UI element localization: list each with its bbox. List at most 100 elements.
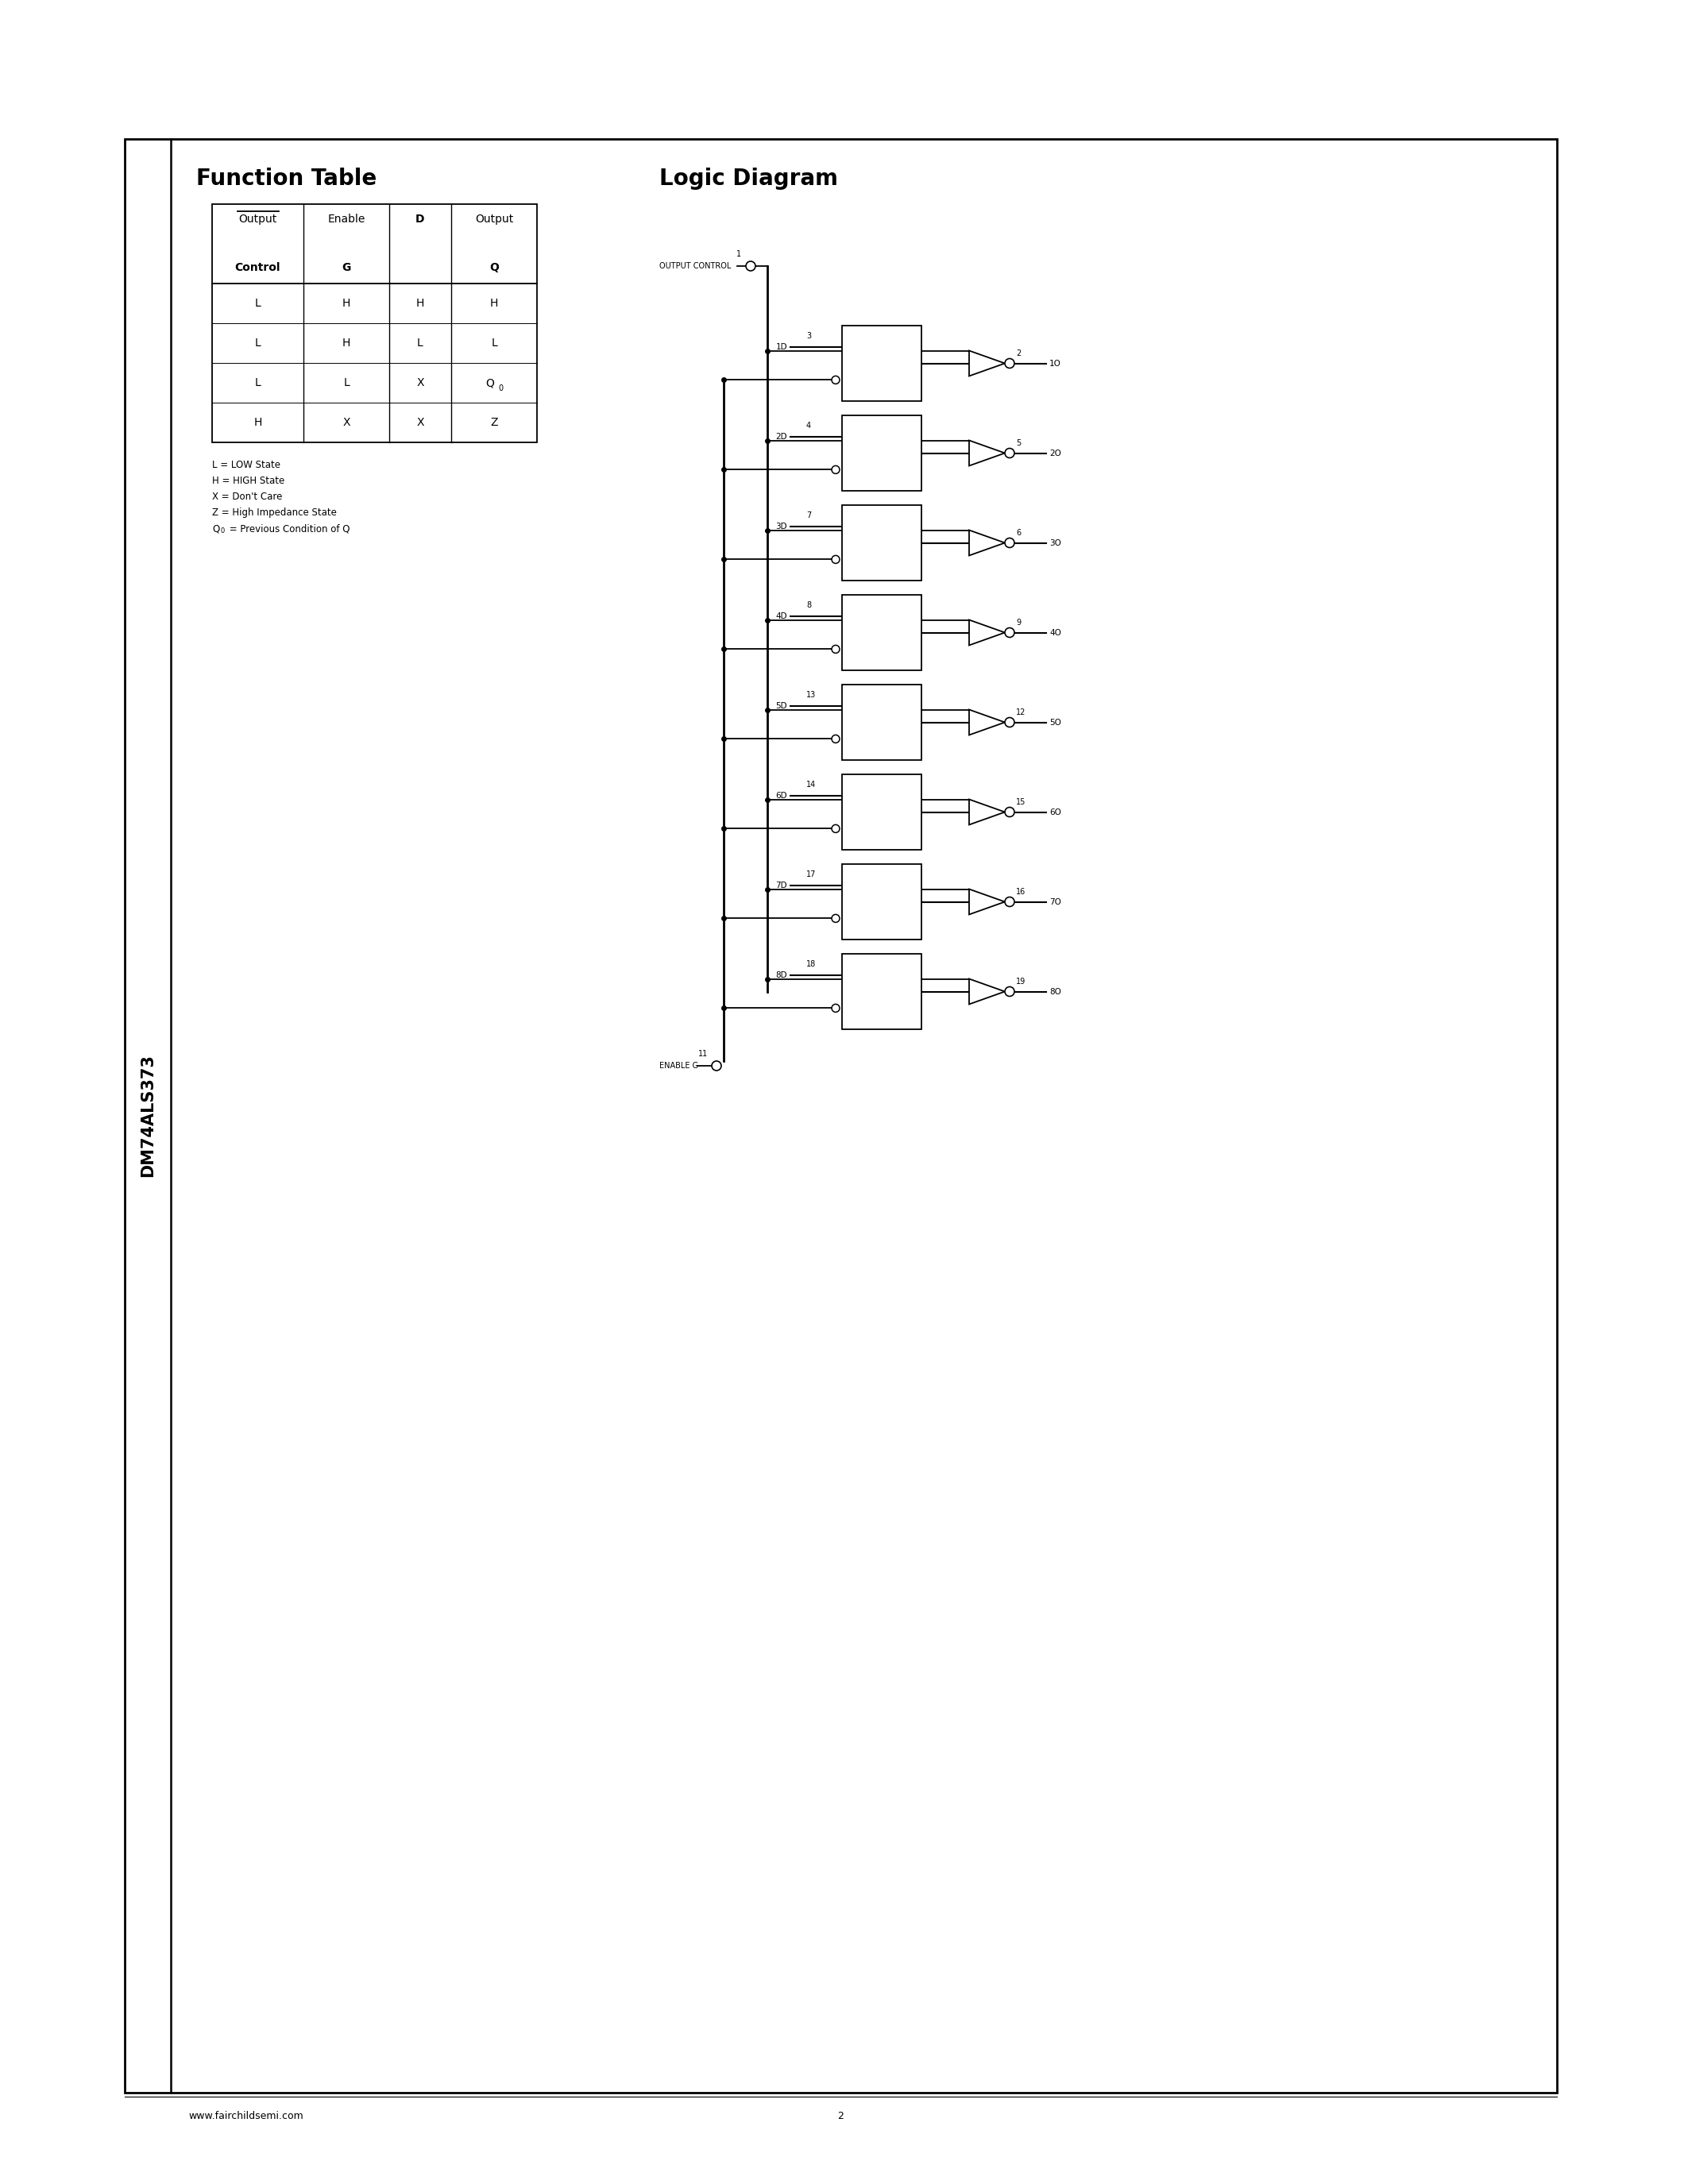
Text: G: G (847, 644, 854, 653)
Text: 0: 0 (498, 384, 503, 393)
Text: ENABLE G: ENABLE G (660, 1061, 699, 1070)
Circle shape (832, 555, 839, 563)
Text: 16: 16 (1016, 887, 1026, 895)
Text: L: L (491, 339, 498, 349)
Text: 7O: 7O (1050, 898, 1062, 906)
Text: 4O: 4O (1050, 629, 1062, 636)
Text: Logic Diagram: Logic Diagram (660, 168, 837, 190)
Polygon shape (969, 978, 1004, 1005)
Text: 15: 15 (1016, 797, 1026, 806)
Text: D: D (415, 214, 425, 225)
Text: L: L (255, 297, 262, 308)
Text: 7D: 7D (775, 880, 787, 889)
Circle shape (1004, 537, 1014, 548)
Text: Q: Q (910, 898, 917, 906)
Text: Q: Q (910, 450, 917, 456)
Text: G: G (847, 465, 854, 474)
Text: H = HIGH State: H = HIGH State (213, 476, 285, 487)
Circle shape (832, 736, 839, 743)
Text: 9: 9 (1016, 618, 1021, 627)
Text: 18: 18 (807, 959, 815, 968)
Bar (125, 140, 1556, 2092)
Circle shape (1004, 808, 1014, 817)
Text: H: H (343, 339, 351, 349)
Circle shape (832, 376, 839, 384)
Text: 1: 1 (736, 251, 741, 258)
Text: 2: 2 (1016, 349, 1021, 356)
Text: Q: Q (910, 987, 917, 996)
Text: 5: 5 (1016, 439, 1021, 448)
Text: D: D (847, 701, 854, 710)
Text: G: G (847, 736, 854, 743)
Text: D: D (847, 972, 854, 978)
Polygon shape (969, 352, 1004, 376)
Polygon shape (969, 799, 1004, 826)
Text: 3O: 3O (1050, 539, 1062, 546)
Text: D: D (847, 432, 854, 441)
Text: Q: Q (910, 360, 917, 367)
Circle shape (1004, 987, 1014, 996)
Text: 14: 14 (807, 780, 815, 788)
Text: 8: 8 (807, 601, 812, 609)
Circle shape (1004, 898, 1014, 906)
Text: Z: Z (490, 417, 498, 428)
Text: G: G (341, 262, 351, 273)
Text: 2O: 2O (1050, 450, 1062, 456)
Text: 11: 11 (699, 1051, 707, 1057)
Bar (842, 775, 922, 850)
Text: 19: 19 (1016, 976, 1026, 985)
Circle shape (1004, 358, 1014, 369)
Text: L: L (417, 339, 424, 349)
Text: 13: 13 (807, 690, 815, 699)
Polygon shape (969, 531, 1004, 555)
Text: 4D: 4D (775, 612, 787, 620)
Text: Q: Q (910, 719, 917, 727)
Text: 1D: 1D (775, 343, 787, 352)
Circle shape (1004, 719, 1014, 727)
Text: X: X (343, 417, 349, 428)
Text: Q: Q (910, 808, 917, 817)
Text: D: D (847, 343, 854, 352)
Text: L: L (255, 378, 262, 389)
Text: L = LOW State: L = LOW State (213, 461, 280, 470)
Polygon shape (969, 441, 1004, 465)
Text: G: G (847, 555, 854, 563)
Text: L: L (343, 378, 349, 389)
Text: 5O: 5O (1050, 719, 1062, 727)
Text: Function Table: Function Table (196, 168, 376, 190)
Text: 3: 3 (807, 332, 812, 339)
Text: Output: Output (238, 214, 277, 225)
Circle shape (746, 262, 756, 271)
Text: 6D: 6D (775, 791, 787, 799)
Text: www.fairchildsemi.com: www.fairchildsemi.com (189, 2112, 304, 2121)
Text: D: D (847, 522, 854, 531)
Text: 5D: 5D (775, 701, 787, 710)
Text: 3D: 3D (775, 522, 787, 531)
Text: G: G (847, 915, 854, 922)
Text: 2D: 2D (775, 432, 787, 441)
Text: 1O: 1O (1050, 360, 1062, 367)
Bar (842, 684, 922, 760)
Circle shape (1004, 448, 1014, 459)
Text: Z = High Impedance State: Z = High Impedance State (213, 507, 336, 518)
Text: G: G (847, 376, 854, 384)
Circle shape (832, 915, 839, 922)
Text: Q: Q (213, 524, 219, 533)
Polygon shape (969, 710, 1004, 736)
Polygon shape (969, 620, 1004, 644)
Text: H: H (343, 297, 351, 308)
Circle shape (832, 644, 839, 653)
Text: D: D (847, 880, 854, 889)
Circle shape (832, 1005, 839, 1011)
Text: Q: Q (910, 629, 917, 636)
Text: 6O: 6O (1050, 808, 1062, 817)
Text: 8D: 8D (775, 972, 787, 978)
Polygon shape (969, 889, 1004, 915)
Bar (842, 954, 922, 1029)
Text: Enable: Enable (327, 214, 365, 225)
Circle shape (832, 826, 839, 832)
Text: 6: 6 (1016, 529, 1021, 537)
Bar (842, 865, 922, 939)
Text: Control: Control (235, 262, 280, 273)
Text: 4: 4 (807, 422, 812, 430)
